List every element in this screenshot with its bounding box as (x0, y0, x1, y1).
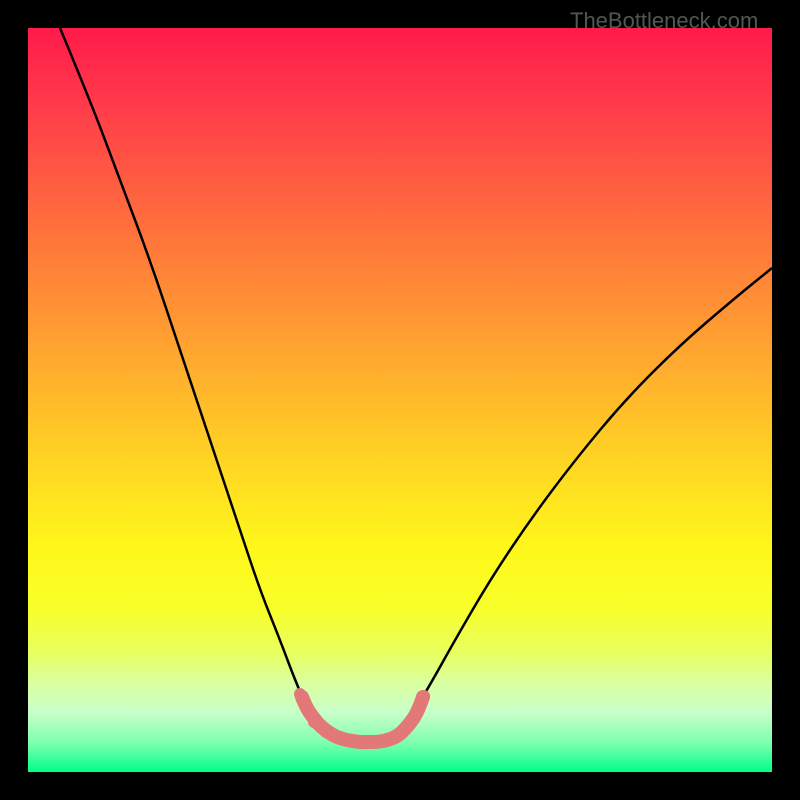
plot-area (28, 28, 772, 772)
left-curve (60, 28, 308, 710)
right-curve (415, 268, 772, 710)
curve-overlay (28, 28, 772, 772)
valley-marker (294, 688, 430, 748)
watermark-text: TheBottleneck.com (570, 8, 758, 34)
